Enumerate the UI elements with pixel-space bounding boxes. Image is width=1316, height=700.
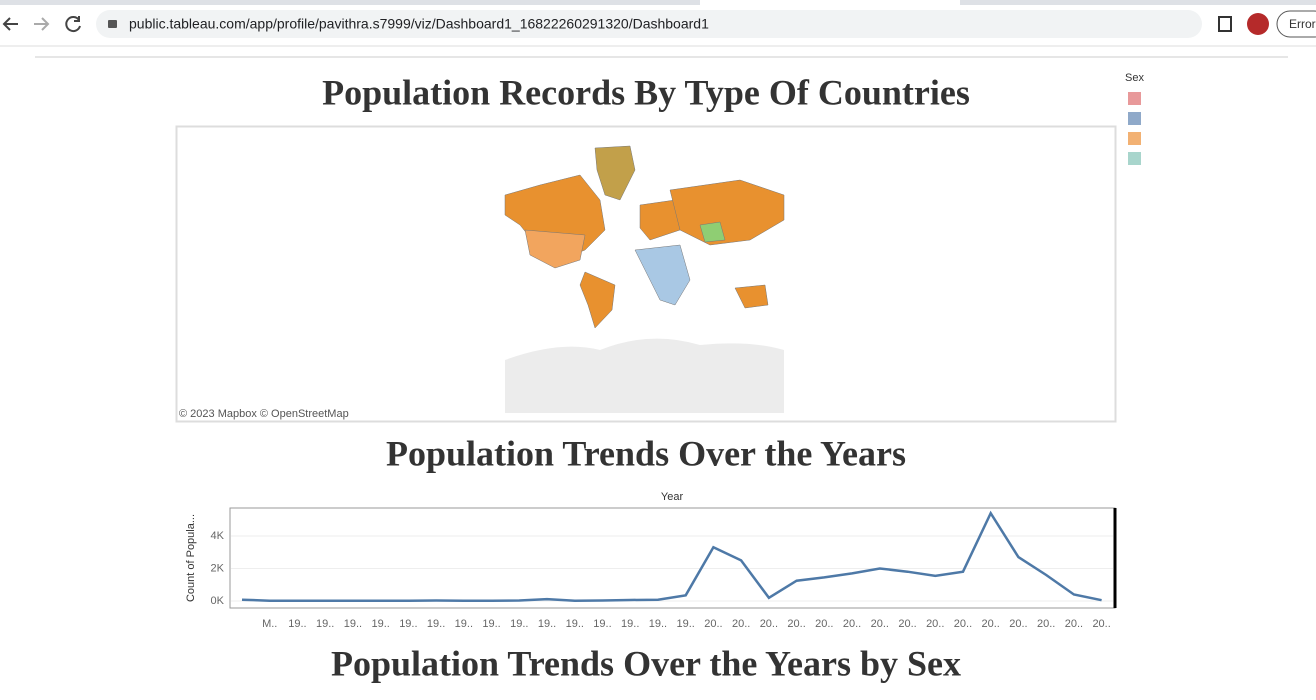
trend-title: Population Trends Over the Years [386,433,906,473]
x-tick-label: 20.. [760,618,778,630]
y-axis-label: Count of Popula... [185,514,197,602]
x-tick-label: 19.. [371,618,389,630]
profile-label: Error [1289,17,1316,31]
legend-swatch [1128,152,1141,165]
x-tick-label: 19.. [510,618,528,630]
x-tick-label: 19.. [677,618,695,630]
x-tick-label: 19.. [482,618,500,630]
x-tick-label: 20.. [704,618,722,630]
x-tick-label: 19.. [621,618,639,630]
x-tick-label: 20.. [871,618,889,630]
url: public.tableau.com/app/profile/pavithra.… [129,16,709,32]
x-tick-label: 20.. [1037,618,1055,630]
x-tick-label: 19.. [566,618,584,630]
legend-title: Sex [1125,72,1144,84]
x-tick-label: 20.. [898,618,916,630]
x-tick-label: 19.. [455,618,473,630]
y-tick-label: 0K [211,595,225,607]
x-tick-label: 19.. [316,618,334,630]
avatar[interactable] [1247,13,1269,35]
trend-line [241,510,1102,603]
x-tick-label: 19.. [344,618,362,630]
x-tick-label: M.. [262,618,277,630]
x-tick-label: 19.. [593,618,611,630]
map-attribution: © 2023 Mapbox © OpenStreetMap [179,408,349,420]
legend-swatch [1128,112,1141,125]
x-tick-label: 19.. [649,618,667,630]
x-tick-label: 19.. [399,618,417,630]
antarctica [505,338,784,413]
x-tick-label: 20.. [954,618,972,630]
x-tick-label: 20.. [815,618,833,630]
reload-button[interactable] [65,16,81,33]
plot-frame [229,507,1116,609]
x-tick-label: 20.. [1092,618,1110,630]
forward-button[interactable] [34,17,50,31]
x-axis-label: Year [661,491,684,503]
x-tick-label: 20.. [1065,618,1083,630]
tab-strip [960,0,1316,5]
x-tick-label: 20.. [732,618,750,630]
x-tick-label: 20.. [787,618,805,630]
usa [524,229,586,269]
central-asia [699,221,726,243]
side-panel-button[interactable] [1218,16,1232,32]
map-title: Population Records By Type Of Countries [322,72,970,112]
tab-strip [0,0,700,5]
x-tick-label: 20.. [926,618,944,630]
legend-swatch [1128,92,1141,105]
profile-button[interactable] [1276,10,1316,38]
address-bar[interactable] [96,10,1202,38]
legend-swatch [1128,132,1141,145]
asia [669,179,785,246]
back-button[interactable] [2,17,18,31]
x-tick-label: 19.. [538,618,556,630]
x-tick-label: 20.. [1009,618,1027,630]
x-tick-label: 19.. [288,618,306,630]
greenland [594,145,636,201]
europe [639,199,681,241]
lock-icon [108,20,117,28]
sex-title: Population Trends Over the Years by Sex [331,643,961,683]
x-tick-label: 19.. [427,618,445,630]
australia [734,284,769,309]
africa [634,244,691,306]
world-map [504,145,785,413]
y-tick-label: 2K [211,562,225,574]
x-tick-label: 20.. [843,618,861,630]
y-tick-label: 4K [211,530,225,542]
south-america [579,271,616,329]
x-tick-label: 20.. [982,618,1000,630]
